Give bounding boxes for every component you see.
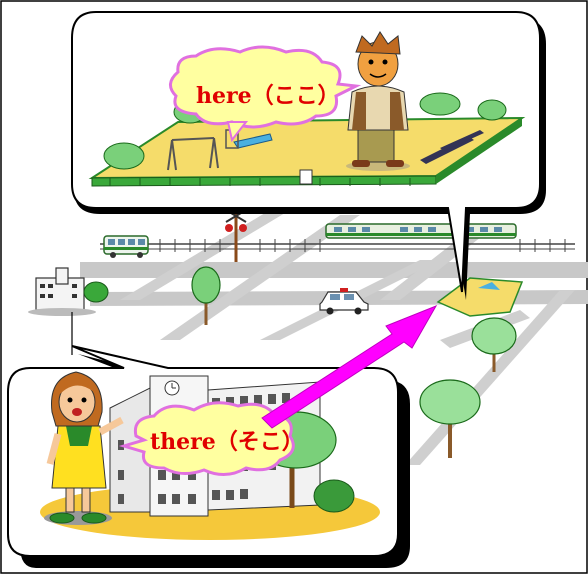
park-callout [71, 11, 546, 300]
school-callout [7, 345, 410, 568]
map-tree [419, 379, 481, 458]
pointing-arrow [261, 305, 438, 429]
girl-figure [44, 371, 124, 525]
there-label: there（そこ） [150, 429, 304, 455]
map-tree [191, 266, 221, 325]
here-speech-bubble [169, 45, 362, 129]
there-speech-bubble [118, 401, 295, 476]
map-tree [471, 317, 517, 372]
here-label: here（ここ） [196, 83, 340, 109]
boy-figure [346, 31, 410, 171]
